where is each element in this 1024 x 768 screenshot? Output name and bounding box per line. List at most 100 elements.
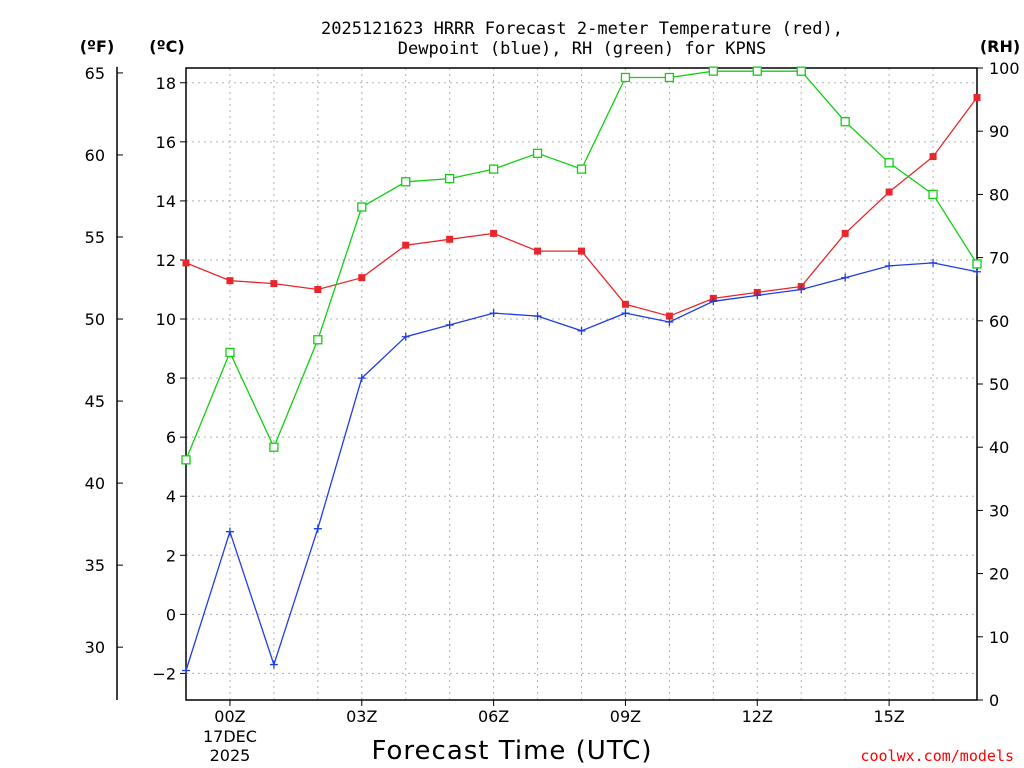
dewpoint-point: [665, 317, 674, 326]
series-rh: [181, 66, 982, 465]
dewpoint-point: [753, 291, 762, 300]
dewpoint-point: [533, 312, 542, 321]
rh-point: [181, 455, 191, 465]
rh-point: [576, 164, 587, 174]
x-tick-label: 09Z: [610, 707, 641, 726]
rh-unit-label: (RH): [980, 37, 1020, 56]
dewpoint-point: [401, 332, 410, 341]
x-tick-date-label: 17DEC: [203, 727, 257, 746]
rh-point: [269, 442, 279, 452]
temperature-point: [885, 188, 893, 196]
dewpoint-point: [313, 524, 322, 533]
dewpoint-point: [709, 297, 718, 306]
rh-tick-label: 70: [989, 249, 1009, 268]
series-temperature: [182, 94, 981, 320]
temperature-point: [358, 274, 366, 282]
axes: −2 0 2 4 6 8 10 12 14 16 18 30 35 40 45 50 55 60 65 0 10 20 30…: [85, 59, 1020, 765]
rh-tick-label: 80: [989, 185, 1009, 204]
rh-tick-label: 0: [989, 691, 999, 710]
celsius-tick-label: 12: [156, 251, 176, 270]
x-tick-label: 06Z: [478, 707, 509, 726]
celsius-tick-label: 4: [166, 487, 176, 506]
rh-point: [620, 72, 631, 83]
rh-tick-label: 90: [989, 122, 1009, 141]
celsius-unit-label: (ºC): [149, 37, 184, 56]
plot-frame: [185, 67, 978, 701]
rh-point: [752, 66, 762, 76]
dewpoint-point: [445, 320, 454, 329]
x-tick-label: 15Z: [873, 707, 904, 726]
rh-point: [401, 177, 411, 187]
rh-point: [225, 347, 235, 358]
dewpoint-point: [797, 285, 806, 294]
x-tick-date-label: 2025: [210, 746, 251, 765]
dewpoint-point: [182, 666, 190, 675]
x-tick-label: 00Z: [214, 707, 245, 726]
temperature-point: [534, 247, 542, 255]
dewpoint-point: [621, 309, 630, 318]
rh-tick-label: 10: [989, 628, 1009, 647]
temperature-point: [578, 247, 585, 255]
celsius-tick-label: 10: [156, 310, 176, 329]
rh-tick-label: 40: [989, 438, 1009, 457]
fahrenheit-unit-label: (ºF): [80, 37, 115, 56]
dewpoint-point: [269, 660, 278, 669]
celsius-tick-label: 14: [156, 192, 176, 211]
rh-point: [972, 259, 982, 269]
rh-point: [532, 148, 543, 158]
temperature-point: [182, 259, 190, 267]
celsius-tick-label: 0: [166, 605, 176, 624]
rh-point: [664, 72, 675, 83]
fahrenheit-tick-label: 55: [85, 228, 105, 247]
rh-point: [884, 158, 894, 168]
fahrenheit-tick-label: 50: [85, 310, 105, 329]
fahrenheit-tick-label: 35: [85, 556, 105, 575]
credit-link[interactable]: coolwx.com/models: [860, 747, 1014, 765]
celsius-tick-label: 6: [166, 428, 176, 447]
dewpoint-point: [841, 273, 850, 282]
rh-tick-label: 50: [989, 375, 1009, 394]
grid-lines: [186, 68, 977, 700]
rh-point: [708, 66, 718, 76]
temperature-point: [270, 280, 278, 288]
rh-tick-label: 60: [989, 312, 1009, 331]
celsius-tick-label: 8: [166, 369, 176, 388]
temperature-point: [841, 229, 849, 237]
rh-point: [313, 335, 323, 345]
celsius-tick-label: −2: [152, 664, 176, 683]
rh-point: [357, 202, 367, 212]
dewpoint-point: [973, 267, 981, 276]
fahrenheit-tick-label: 40: [85, 474, 105, 493]
rh-point: [796, 66, 806, 76]
rh-point: [445, 173, 455, 184]
temperature-point: [226, 277, 234, 285]
celsius-tick-label: 18: [156, 74, 176, 93]
celsius-tick-label: 2: [166, 546, 176, 565]
data-series: [181, 66, 982, 675]
fahrenheit-tick-label: 60: [85, 146, 105, 165]
x-tick-label: 03Z: [346, 707, 377, 726]
temperature-point: [490, 229, 498, 237]
temperature-point: [973, 94, 981, 102]
dewpoint-point: [929, 258, 938, 267]
dewpoint-point: [577, 326, 586, 335]
rh-point: [488, 164, 499, 174]
rh-tick-label: 30: [989, 501, 1009, 520]
fahrenheit-tick-label: 30: [85, 638, 105, 657]
temperature-point: [446, 235, 454, 243]
rh-tick-label: 20: [989, 565, 1009, 584]
temperature-point: [314, 285, 322, 293]
temperature-point: [929, 153, 937, 161]
temperature-point: [665, 312, 673, 320]
dewpoint-point: [357, 374, 366, 383]
dewpoint-point: [225, 527, 234, 536]
temperature-point: [402, 241, 410, 249]
chart-title-line1: 2025121623 HRRR Forecast 2-meter Tempera…: [321, 19, 843, 39]
dewpoint-point: [489, 309, 498, 318]
x-tick-label: 12Z: [742, 707, 773, 726]
series-dewpoint: [182, 258, 981, 675]
fahrenheit-tick-label: 45: [85, 392, 105, 411]
celsius-tick-label: 16: [156, 133, 176, 152]
rh-tick-label: 100: [989, 59, 1020, 78]
